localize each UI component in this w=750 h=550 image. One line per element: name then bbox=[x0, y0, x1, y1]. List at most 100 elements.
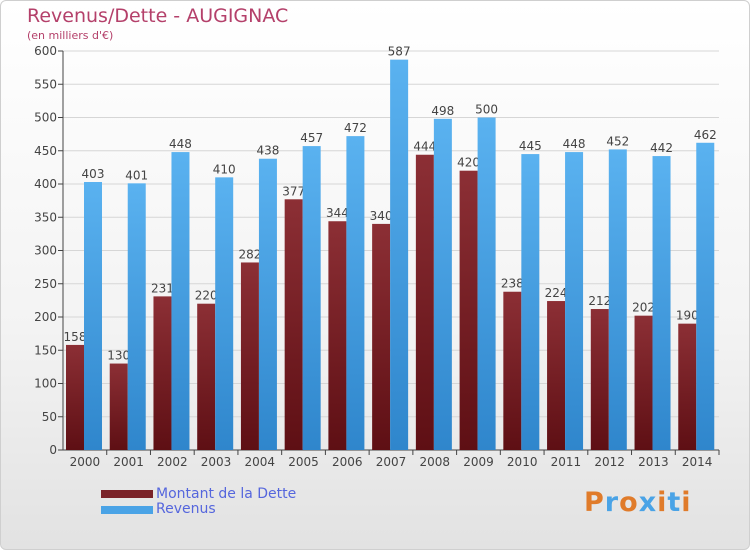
legend-label-revenus: Revenus bbox=[156, 501, 216, 517]
y-tick-label: 200 bbox=[34, 310, 57, 324]
x-tick-label: 2000 bbox=[70, 455, 101, 469]
y-tick-label: 450 bbox=[34, 144, 57, 158]
bar-revenus bbox=[302, 146, 321, 450]
bar-dette bbox=[109, 363, 128, 450]
data-label-dette: 224 bbox=[545, 286, 568, 300]
data-label-dette: 420 bbox=[457, 156, 480, 170]
data-label-revenus: 587 bbox=[388, 45, 411, 59]
data-label-revenus: 410 bbox=[213, 162, 236, 176]
chart-subtitle: (en milliers d'€) bbox=[27, 29, 114, 42]
data-label-revenus: 498 bbox=[431, 104, 454, 118]
bar-revenus bbox=[390, 59, 409, 451]
bar-revenus bbox=[215, 177, 234, 450]
data-label-revenus: 445 bbox=[519, 139, 542, 153]
y-tick-label: 550 bbox=[34, 77, 57, 91]
chart-title: Revenus/Dette - AUGIGNAC bbox=[27, 5, 289, 27]
bar-revenus bbox=[346, 136, 365, 450]
data-label-revenus: 472 bbox=[344, 121, 367, 135]
x-tick-label: 2007 bbox=[376, 455, 407, 469]
bar-dette bbox=[66, 344, 84, 450]
bar-dette bbox=[590, 309, 609, 450]
bar-revenus bbox=[565, 152, 584, 450]
data-label-revenus: 452 bbox=[606, 134, 629, 148]
x-tick-label: 2014 bbox=[682, 455, 713, 469]
x-tick-label: 2012 bbox=[594, 455, 625, 469]
data-label-revenus: 401 bbox=[125, 168, 148, 182]
data-label-revenus: 438 bbox=[256, 144, 279, 158]
bar-dette bbox=[284, 199, 303, 450]
data-label-dette: 190 bbox=[676, 309, 699, 323]
data-label-dette: 220 bbox=[195, 289, 218, 303]
legend-swatch-dette bbox=[101, 490, 153, 498]
bar-revenus bbox=[433, 118, 452, 450]
x-tick-label: 2001 bbox=[113, 455, 144, 469]
bar-revenus bbox=[258, 158, 277, 451]
data-label-dette: 158 bbox=[64, 330, 87, 344]
y-tick-label: 250 bbox=[34, 277, 57, 291]
bar-revenus bbox=[84, 182, 102, 450]
bar-revenus bbox=[171, 152, 190, 450]
bar-dette bbox=[459, 170, 478, 450]
x-tick-label: 2003 bbox=[201, 455, 232, 469]
y-tick-label: 400 bbox=[34, 177, 57, 191]
data-label-dette: 444 bbox=[413, 140, 436, 154]
data-label-dette: 238 bbox=[501, 277, 524, 291]
y-tick-label: 500 bbox=[34, 111, 57, 125]
y-tick-label: 150 bbox=[34, 343, 57, 357]
logo-letter: i bbox=[657, 487, 668, 518]
bar-revenus bbox=[521, 154, 540, 450]
x-tick-label: 2010 bbox=[507, 455, 538, 469]
y-tick-label: 600 bbox=[34, 44, 57, 58]
bar-revenus bbox=[477, 117, 496, 450]
logo-letter: P bbox=[584, 487, 605, 518]
bar-revenus bbox=[127, 183, 146, 450]
proxiti-logo: Proxiti bbox=[584, 487, 692, 518]
bar-dette bbox=[328, 221, 347, 450]
x-tick-label: 2009 bbox=[463, 455, 494, 469]
data-label-revenus: 403 bbox=[82, 167, 105, 181]
logo-letter: t bbox=[667, 487, 682, 518]
bar-dette bbox=[547, 301, 566, 450]
x-tick-label: 2004 bbox=[245, 455, 276, 469]
x-tick-label: 2008 bbox=[419, 455, 450, 469]
bar-dette bbox=[240, 262, 259, 450]
data-label-dette: 340 bbox=[370, 209, 393, 223]
legend-label-dette: Montant de la Dette bbox=[156, 486, 297, 502]
bar-revenus bbox=[608, 149, 627, 451]
data-label-revenus: 462 bbox=[694, 128, 717, 142]
x-tick-label: 2006 bbox=[332, 455, 363, 469]
y-tick-label: 100 bbox=[34, 377, 57, 391]
legend-swatch-revenus bbox=[101, 506, 153, 514]
bar-revenus bbox=[652, 156, 671, 450]
data-label-revenus: 448 bbox=[563, 137, 586, 151]
x-tick-label: 2002 bbox=[157, 455, 188, 469]
bar-dette bbox=[197, 303, 216, 450]
data-label-dette: 282 bbox=[238, 247, 261, 261]
data-label-dette: 377 bbox=[282, 184, 305, 198]
data-label-dette: 231 bbox=[151, 281, 174, 295]
y-tick-label: 0 bbox=[49, 443, 57, 457]
logo-letter: i bbox=[681, 487, 692, 518]
y-tick-label: 350 bbox=[34, 210, 57, 224]
x-tick-label: 2011 bbox=[551, 455, 582, 469]
bar-dette bbox=[678, 323, 697, 450]
bar-dette bbox=[153, 296, 172, 450]
logo-letter: o bbox=[619, 487, 639, 518]
logo-letter: x bbox=[638, 487, 658, 518]
bar-dette bbox=[634, 315, 653, 450]
data-label-revenus: 457 bbox=[300, 131, 323, 145]
data-label-dette: 344 bbox=[326, 206, 349, 220]
bar-revenus bbox=[696, 142, 715, 450]
data-label-revenus: 442 bbox=[650, 141, 673, 155]
y-tick-label: 50 bbox=[42, 410, 57, 424]
data-label-dette: 130 bbox=[107, 349, 130, 363]
bar-dette bbox=[372, 223, 391, 450]
y-tick-label: 300 bbox=[34, 244, 57, 258]
data-label-revenus: 448 bbox=[169, 137, 192, 151]
data-label-dette: 212 bbox=[588, 294, 611, 308]
data-label-dette: 202 bbox=[632, 301, 655, 315]
data-label-revenus: 500 bbox=[475, 103, 498, 117]
x-tick-label: 2013 bbox=[638, 455, 669, 469]
